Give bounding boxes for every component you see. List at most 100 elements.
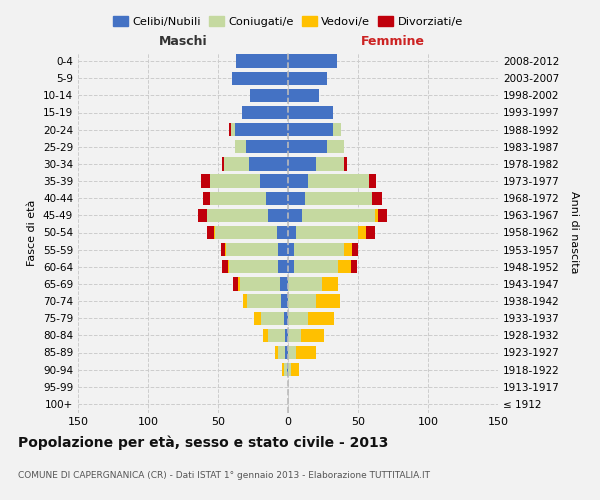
Bar xyxy=(235,140,246,153)
Bar xyxy=(233,277,238,290)
Bar xyxy=(287,363,288,376)
Bar xyxy=(266,192,288,205)
Bar xyxy=(291,363,299,376)
Text: Femmine: Femmine xyxy=(361,35,425,48)
Bar xyxy=(288,54,337,68)
Bar xyxy=(308,312,334,325)
Bar xyxy=(327,140,344,153)
Bar xyxy=(367,226,375,239)
Bar xyxy=(316,294,340,308)
Text: COMUNE DI CAPERGNANICA (CR) - Dati ISTAT 1° gennaio 2013 - Elaborazione TUTTITAL: COMUNE DI CAPERGNANICA (CR) - Dati ISTAT… xyxy=(18,470,430,480)
Bar xyxy=(288,106,333,119)
Bar xyxy=(243,294,247,308)
Bar xyxy=(262,312,284,325)
Bar xyxy=(288,243,293,256)
Bar xyxy=(288,294,316,308)
Bar xyxy=(254,312,262,325)
Bar xyxy=(344,157,347,170)
Bar xyxy=(358,226,367,239)
Bar xyxy=(288,346,296,359)
Bar xyxy=(232,72,288,85)
Bar xyxy=(280,277,288,290)
Bar xyxy=(288,226,296,239)
Bar xyxy=(288,72,327,85)
Text: Popolazione per età, sesso e stato civile - 2013: Popolazione per età, sesso e stato civil… xyxy=(18,436,388,450)
Bar xyxy=(226,243,278,256)
Bar xyxy=(249,157,288,170)
Bar xyxy=(209,174,260,188)
Bar xyxy=(296,346,316,359)
Bar xyxy=(284,312,288,325)
Bar xyxy=(260,174,288,188)
Bar xyxy=(228,260,229,274)
Bar xyxy=(344,243,352,256)
Bar xyxy=(229,260,278,274)
Bar xyxy=(375,208,377,222)
Bar xyxy=(288,140,327,153)
Bar xyxy=(305,192,372,205)
Bar xyxy=(242,106,288,119)
Bar xyxy=(229,123,230,136)
Bar xyxy=(288,157,316,170)
Bar xyxy=(215,226,277,239)
Bar xyxy=(268,208,288,222)
Bar xyxy=(225,243,226,256)
Bar xyxy=(278,260,288,274)
Bar xyxy=(377,208,388,222)
Bar xyxy=(278,346,285,359)
Bar xyxy=(263,328,268,342)
Bar xyxy=(284,363,287,376)
Bar xyxy=(296,226,358,239)
Bar xyxy=(241,277,280,290)
Bar xyxy=(285,328,288,342)
Bar xyxy=(352,243,358,256)
Bar xyxy=(293,243,344,256)
Bar xyxy=(236,54,288,68)
Bar xyxy=(201,174,209,188)
Bar xyxy=(333,123,341,136)
Bar xyxy=(250,88,288,102)
Bar xyxy=(288,208,302,222)
Bar xyxy=(288,192,305,205)
Bar xyxy=(288,277,322,290)
Bar xyxy=(268,328,285,342)
Bar xyxy=(322,277,338,290)
Bar xyxy=(222,157,224,170)
Bar xyxy=(308,174,369,188)
Bar xyxy=(288,174,308,188)
Bar xyxy=(246,140,288,153)
Bar xyxy=(203,192,209,205)
Bar xyxy=(338,260,351,274)
Bar xyxy=(369,174,376,188)
Bar xyxy=(281,294,288,308)
Bar xyxy=(221,243,225,256)
Bar xyxy=(209,192,266,205)
Bar xyxy=(288,260,293,274)
Bar xyxy=(285,346,288,359)
Bar xyxy=(207,226,214,239)
Legend: Celibi/Nubili, Coniugati/e, Vedovi/e, Divorziati/e: Celibi/Nubili, Coniugati/e, Vedovi/e, Di… xyxy=(109,12,467,32)
Bar xyxy=(372,192,382,205)
Bar xyxy=(247,294,281,308)
Bar xyxy=(288,363,291,376)
Bar xyxy=(230,123,235,136)
Bar xyxy=(275,346,278,359)
Text: Maschi: Maschi xyxy=(158,35,208,48)
Bar xyxy=(288,328,301,342)
Bar xyxy=(222,260,228,274)
Y-axis label: Fasce di età: Fasce di età xyxy=(28,200,37,266)
Bar xyxy=(302,208,375,222)
Bar xyxy=(283,363,284,376)
Bar xyxy=(316,157,344,170)
Bar xyxy=(288,88,319,102)
Bar xyxy=(238,277,241,290)
Bar xyxy=(224,157,249,170)
Bar xyxy=(301,328,325,342)
Bar xyxy=(207,208,268,222)
Bar xyxy=(288,123,333,136)
Bar xyxy=(351,260,356,274)
Bar xyxy=(293,260,338,274)
Bar xyxy=(235,123,288,136)
Bar xyxy=(278,243,288,256)
Bar xyxy=(214,226,215,239)
